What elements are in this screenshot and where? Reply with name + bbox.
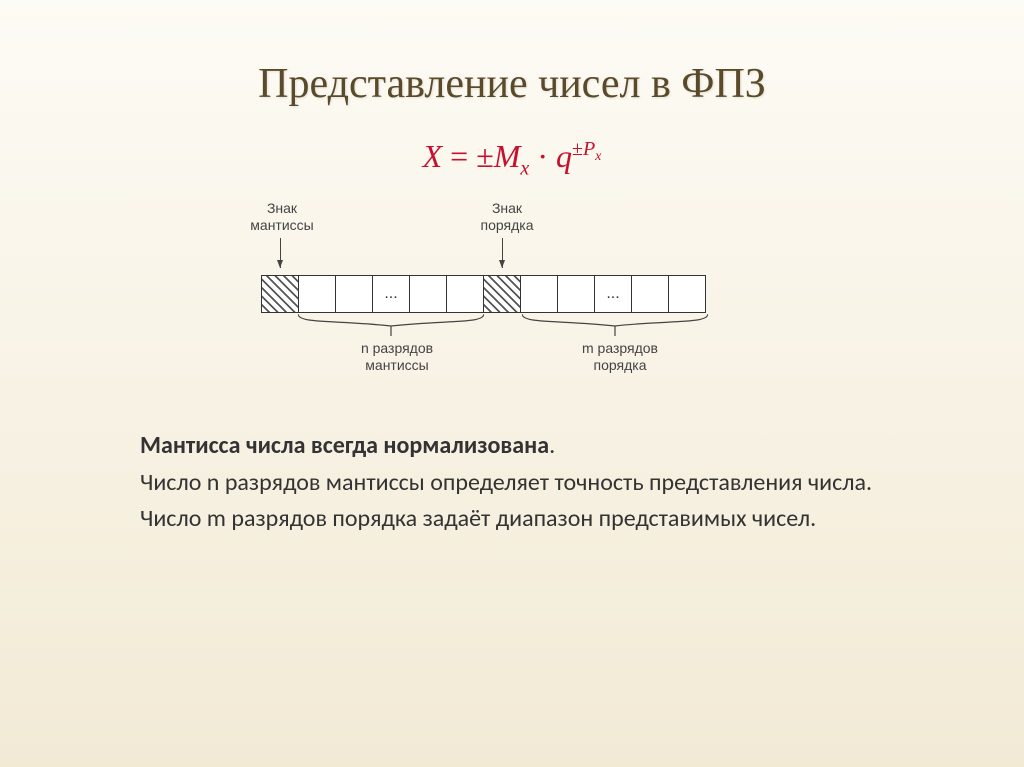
bit-cell-9: ... — [594, 275, 632, 313]
brace-mantissa — [298, 314, 484, 340]
bit-cell-8 — [557, 275, 595, 313]
bit-cell-3: ... — [372, 275, 410, 313]
formula-pm1: ± — [476, 138, 494, 174]
bit-cell-6 — [483, 275, 521, 313]
paragraph-2: Число n разрядов мантиссы определяет точ… — [140, 467, 884, 499]
formula: X = ±Mx · q±Px — [100, 138, 924, 180]
cell-row: ...... — [262, 275, 706, 313]
label-sign-mantissa: Знак мантиссы — [242, 200, 322, 234]
bit-cell-5 — [446, 275, 484, 313]
bit-cell-7 — [520, 275, 558, 313]
slide-title: Представление чисел в ФПЗ — [100, 60, 924, 108]
arrow-sign-mantissa — [280, 238, 281, 268]
body-text: Мантисса числа всегда нормализована. Чис… — [100, 430, 924, 535]
formula-eq: = — [450, 138, 468, 174]
bit-cell-1 — [298, 275, 336, 313]
label-m-bits: m разрядов порядка — [570, 340, 670, 374]
bit-cell-11 — [668, 275, 706, 313]
formula-M: M — [494, 138, 521, 174]
formula-lhs: X — [423, 138, 443, 174]
bit-cell-10 — [631, 275, 669, 313]
formula-q: q — [556, 138, 572, 174]
formula-dot: · — [537, 138, 548, 174]
paragraph-3: Число m разрядов порядка задаёт диапазон… — [140, 503, 884, 535]
arrow-sign-order — [502, 238, 503, 268]
bit-cell-0 — [261, 275, 299, 313]
bit-cell-4 — [409, 275, 447, 313]
label-sign-order: Знак порядка — [467, 200, 547, 234]
paragraph-1: Мантисса числа всегда нормализована. — [140, 430, 884, 462]
brace-order — [522, 314, 708, 340]
formula-exp: ±Px — [572, 138, 601, 160]
formula-Msub: x — [520, 157, 529, 179]
bit-layout-diagram: Знак мантиссы Знак порядка ...... n разр… — [232, 200, 792, 400]
bit-cell-2 — [335, 275, 373, 313]
label-n-bits: n разрядов мантиссы — [347, 340, 447, 374]
